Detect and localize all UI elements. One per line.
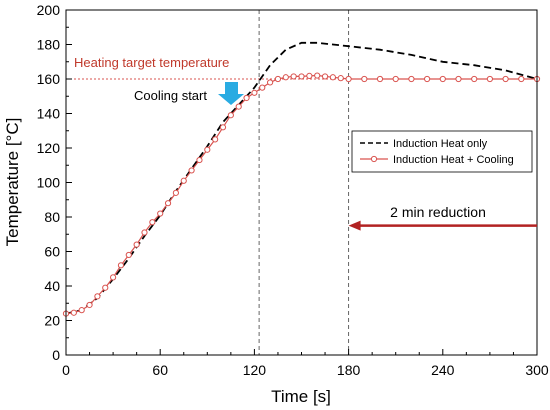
data-point bbox=[204, 146, 211, 153]
data-point bbox=[141, 229, 148, 236]
data-point bbox=[306, 72, 313, 79]
legend-marker-heat-cooling bbox=[370, 155, 378, 163]
x-tick-label: 300 bbox=[525, 362, 549, 378]
cooling-start-label: Cooling start bbox=[134, 88, 207, 103]
legend: Induction Heat only Induction Heat + Coo… bbox=[351, 130, 533, 173]
data-point bbox=[314, 72, 321, 79]
x-tick-label: 240 bbox=[431, 362, 455, 378]
data-point bbox=[172, 189, 179, 196]
data-point bbox=[298, 73, 305, 80]
data-point bbox=[392, 75, 399, 83]
y-tick-label: 120 bbox=[37, 140, 61, 156]
x-axis-title: Time [s] bbox=[271, 387, 331, 406]
data-point bbox=[267, 79, 274, 86]
data-point bbox=[282, 74, 289, 81]
data-point bbox=[94, 293, 101, 300]
data-point bbox=[149, 219, 156, 226]
y-axis-title: Temperature [°C] bbox=[3, 118, 22, 247]
y-tick-label: 180 bbox=[37, 37, 61, 53]
data-point bbox=[274, 75, 282, 83]
reduction-label: 2 min reduction bbox=[390, 204, 486, 220]
x-tick-label: 60 bbox=[152, 362, 168, 378]
data-point bbox=[196, 156, 203, 164]
legend-label-heat-only: Induction Heat only bbox=[393, 138, 488, 150]
data-point bbox=[337, 75, 344, 82]
data-point bbox=[102, 284, 109, 291]
data-point bbox=[78, 307, 85, 314]
y-tick-label: 160 bbox=[37, 71, 61, 87]
data-point bbox=[424, 75, 431, 83]
data-point bbox=[125, 251, 132, 259]
data-point bbox=[110, 274, 117, 281]
data-point bbox=[439, 75, 446, 83]
data-point bbox=[251, 89, 258, 96]
data-point bbox=[455, 75, 462, 83]
data-point bbox=[361, 75, 368, 83]
axes: 0 60 120 180 240 300 0 20 40 60 80 100 120 140 160 180 2… bbox=[37, 2, 549, 378]
data-point bbox=[188, 167, 195, 174]
data-point bbox=[471, 75, 478, 83]
data-point bbox=[321, 73, 329, 80]
data-point bbox=[219, 124, 227, 131]
data-point bbox=[117, 262, 125, 269]
y-tick-label: 200 bbox=[37, 2, 61, 18]
data-point bbox=[180, 177, 187, 184]
x-tick-label: 0 bbox=[62, 362, 70, 378]
data-point bbox=[345, 75, 352, 83]
y-tick-label: 140 bbox=[37, 106, 61, 122]
y-tick-label: 60 bbox=[44, 244, 60, 260]
data-point bbox=[408, 75, 415, 83]
data-point bbox=[133, 241, 140, 248]
cooling-start-arrow bbox=[218, 82, 244, 105]
plot-area bbox=[66, 10, 537, 355]
data-point bbox=[235, 103, 242, 110]
data-point bbox=[486, 75, 493, 83]
data-point bbox=[70, 309, 77, 316]
data-point bbox=[227, 112, 234, 119]
data-point bbox=[502, 75, 509, 83]
y-tick-label: 40 bbox=[44, 278, 60, 294]
data-point bbox=[329, 74, 336, 81]
data-point bbox=[86, 301, 93, 309]
data-point bbox=[376, 75, 384, 83]
reduction-arrow bbox=[348, 220, 537, 231]
data-point bbox=[157, 210, 164, 217]
x-tick-label: 120 bbox=[243, 362, 267, 378]
data-point bbox=[290, 73, 297, 80]
reduction-arrow-head bbox=[348, 220, 361, 231]
data-point bbox=[259, 84, 266, 91]
data-point bbox=[243, 94, 250, 102]
x-tick-label: 180 bbox=[337, 362, 361, 378]
data-point bbox=[518, 75, 525, 83]
y-tick-label: 20 bbox=[44, 313, 60, 329]
legend-label-heat-cooling: Induction Heat + Cooling bbox=[393, 154, 514, 166]
series-1 bbox=[62, 72, 541, 317]
data-point bbox=[164, 200, 172, 207]
y-tick-label: 80 bbox=[44, 209, 60, 225]
legend-box bbox=[351, 130, 533, 173]
series-layer bbox=[62, 41, 541, 317]
heating-target-label: Heating target temperature bbox=[74, 55, 229, 70]
y-tick-label: 100 bbox=[37, 175, 61, 191]
data-point bbox=[212, 136, 219, 143]
y-tick-label: 0 bbox=[52, 347, 60, 363]
